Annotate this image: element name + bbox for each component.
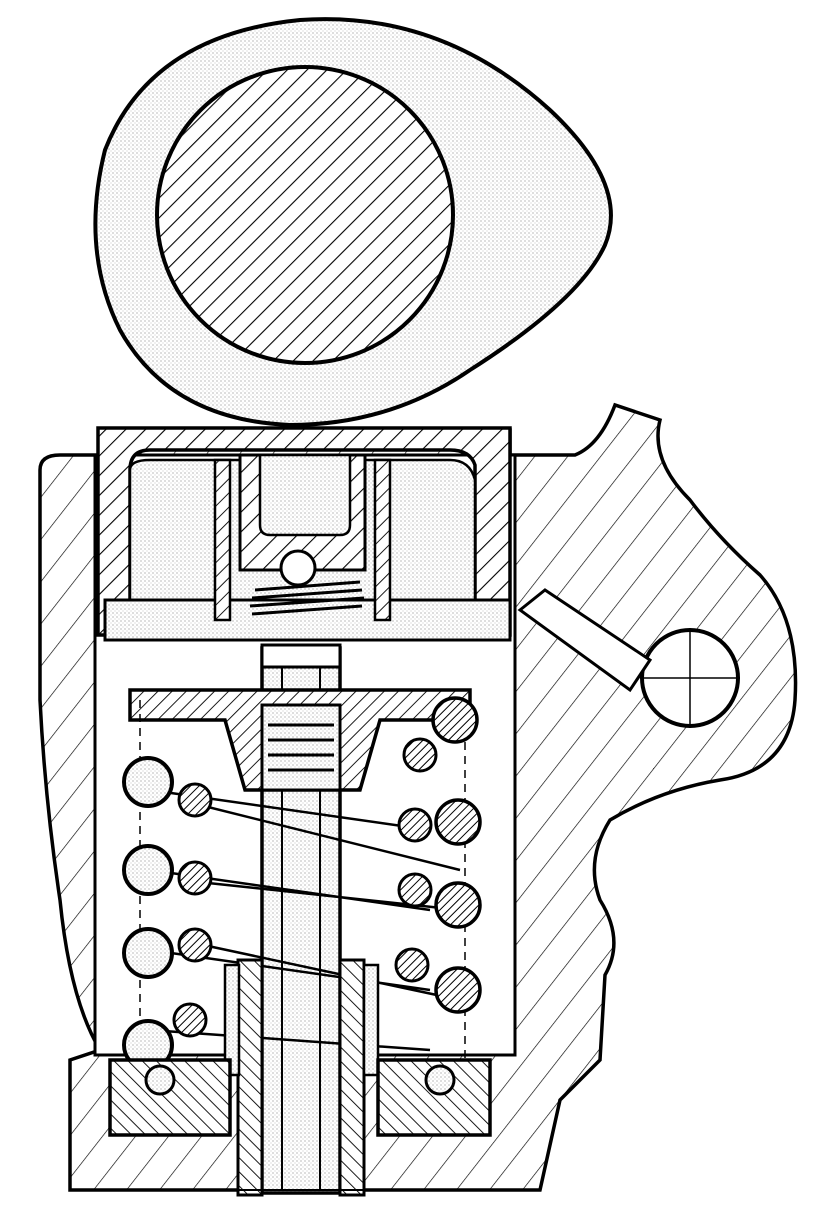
bucket-tappet (96, 426, 512, 642)
spring-retainer (128, 688, 472, 792)
cam-lobe (93, 17, 613, 428)
valve-springs (122, 696, 482, 1080)
valve-guide (223, 958, 380, 1197)
camshaft-section (155, 65, 455, 365)
spring-seats (108, 1058, 492, 1137)
check-ball (279, 549, 317, 587)
